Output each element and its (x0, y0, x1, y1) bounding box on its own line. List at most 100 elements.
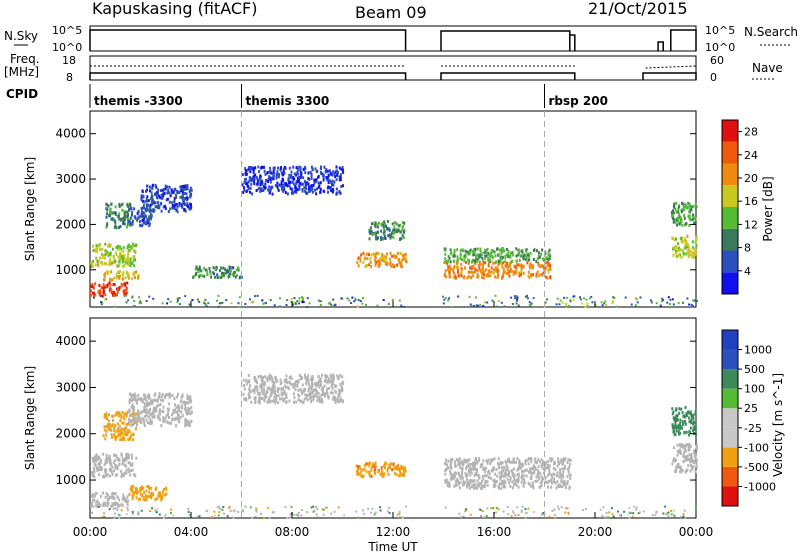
echo-cell (187, 410, 190, 413)
echo-cell (228, 268, 231, 272)
echo-cell (225, 299, 228, 302)
echo-cell (188, 424, 191, 427)
echo-cell (178, 204, 181, 208)
echo-cell (102, 288, 105, 292)
echo-cell (628, 516, 631, 519)
echo-cell (527, 481, 530, 485)
echo-cell (115, 276, 118, 280)
echo-cell (691, 247, 694, 251)
echo-cell (169, 422, 172, 425)
echo-cell (528, 483, 531, 487)
echo-cell (145, 197, 148, 201)
echo-cell (270, 375, 273, 379)
echo-cell (133, 244, 136, 248)
echo-cell (518, 248, 520, 252)
echo-cell (261, 392, 264, 396)
echo-cell (106, 252, 109, 256)
echo-cell (581, 302, 584, 305)
echo-cell (526, 297, 529, 300)
power-colorbar-swatch (722, 185, 738, 207)
echo-cell (125, 469, 128, 473)
echo-cell (690, 459, 693, 463)
echo-cell (539, 471, 542, 475)
echo-cell (466, 276, 469, 280)
echo-cell (110, 202, 113, 206)
echo-cell (110, 462, 113, 466)
echo-cell (503, 472, 506, 476)
echo-cell (229, 266, 232, 270)
echo-cell (544, 476, 547, 480)
echo-cell (129, 469, 132, 473)
echo-cell (267, 506, 270, 509)
echo-cell (255, 385, 258, 389)
echo-cell (306, 306, 308, 308)
echo-cell (681, 210, 684, 214)
echo-cell (499, 462, 502, 466)
echo-cell (147, 402, 150, 406)
echo-cell (489, 460, 492, 464)
echo-cell (559, 299, 562, 302)
echo-cell (495, 511, 498, 514)
echo-cell (298, 165, 301, 169)
echo-cell (524, 459, 527, 463)
echo-cell (111, 278, 114, 282)
echo-cell (615, 305, 618, 308)
echo-cell (498, 482, 501, 486)
echo-cell (528, 301, 531, 304)
echo-cell (695, 459, 698, 463)
echo-cell (295, 173, 298, 177)
echo-cell (134, 487, 137, 490)
echo-cell (338, 394, 341, 398)
echo-cell (109, 243, 112, 247)
echo-cell (117, 427, 120, 431)
echo-cell (101, 262, 104, 266)
echo-cell (521, 477, 524, 481)
echo-cell (276, 187, 279, 191)
echo-cell (560, 478, 563, 482)
echo-cell (399, 252, 402, 255)
echo-cell (511, 471, 514, 475)
echo-cell (161, 409, 164, 413)
echo-cell (454, 276, 457, 280)
echo-cell (307, 188, 310, 191)
echo-cell (159, 491, 161, 495)
echo-cell (683, 223, 686, 227)
echo-cell (301, 301, 304, 304)
echo-cell (676, 425, 679, 429)
echo-cell (126, 215, 129, 219)
echo-cell (490, 249, 493, 253)
echo-cell (203, 266, 206, 270)
echo-cell (254, 401, 257, 404)
echo-cell (459, 480, 462, 484)
echo-cell (487, 264, 490, 268)
echo-cell (182, 197, 185, 201)
echo-cell (98, 290, 101, 294)
echo-cell (500, 486, 503, 490)
echo-cell (134, 398, 137, 402)
echo-cell (92, 244, 94, 248)
echo-cell (129, 424, 132, 428)
echo-cell (298, 394, 301, 398)
echo-cell (690, 452, 693, 456)
echo-cell (296, 300, 299, 303)
echo-cell (331, 183, 334, 186)
echo-cell (188, 303, 191, 306)
echo-cell (214, 267, 217, 271)
echo-cell (318, 397, 321, 401)
echo-cell (100, 303, 103, 306)
echo-cell (564, 481, 566, 485)
echo-cell (296, 179, 299, 183)
echo-cell (600, 301, 603, 304)
echo-cell (534, 457, 537, 461)
echo-cell (123, 496, 126, 500)
echo-cell (532, 483, 535, 487)
echo-cell (660, 300, 663, 303)
echo-cell (482, 466, 485, 470)
echo-cell (140, 410, 143, 414)
echo-cell (148, 490, 151, 494)
echo-cell (398, 299, 401, 302)
echo-cell (473, 486, 476, 490)
echo-cell (493, 484, 496, 488)
echo-cell (517, 485, 520, 489)
echo-cell (261, 385, 264, 389)
